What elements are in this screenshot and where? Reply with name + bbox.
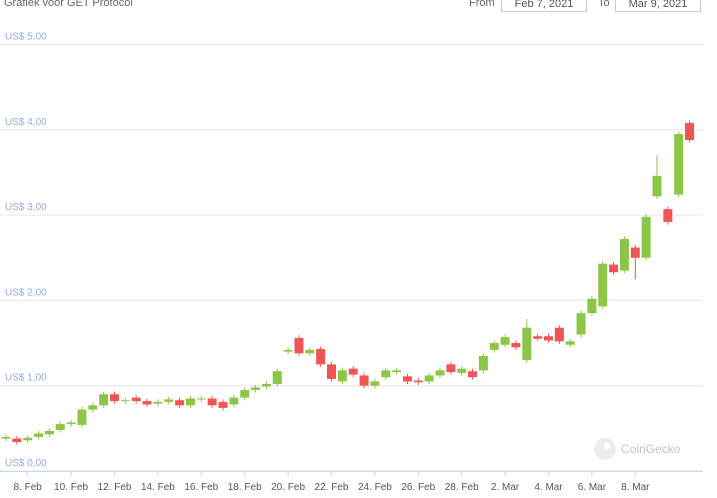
candle-body [305,349,315,354]
candle-body [370,381,380,386]
candle-body [348,368,358,375]
candle-body [131,397,141,402]
candle-body [110,394,119,402]
candle-body [196,398,206,400]
from-label: From [469,0,495,9]
grid: US$ 0,00 US$ 1,00 US$ 2,00 US$ 3,00 US$ 4,00… [0,32,703,493]
candle-body [142,401,152,405]
candle-body [435,370,445,376]
candle-body [413,380,423,383]
candle-body [229,397,239,405]
candle-body [489,343,499,350]
x-tick-label: 20. Feb [271,482,305,493]
candle-body [468,371,478,378]
candle-body [446,364,456,373]
x-tick-label: 14. Feb [141,482,175,493]
candle-body [500,337,510,345]
candle-body [522,327,532,361]
candle-body [164,399,174,402]
candle-body [77,409,87,425]
to-input[interactable]: Mar 9, 2021 [615,0,701,12]
y-tick-label: US$ 1,00 [5,373,47,384]
candle-body [533,336,543,339]
candle-body [381,370,391,378]
candle-body [576,313,586,335]
candle-body [153,401,163,404]
candle-body [99,394,109,406]
candle-body [44,430,54,435]
candle-body [218,401,228,408]
y-tick-label: US$ 3,00 [5,202,47,213]
candle-body [424,375,434,382]
chart-title: Grafiek voor GET Protocol [4,0,133,9]
candle-body [511,343,521,348]
candle-body [88,405,98,410]
candles [1,120,695,445]
candle-body [175,400,185,406]
x-tick-label: 8. Mar [621,482,650,493]
x-tick-label: 22. Feb [315,482,349,493]
candle-body [478,355,488,371]
candle-body [272,371,282,384]
candle-body [23,437,33,441]
candle-body [630,247,640,258]
x-tick-label: 6. Mar [578,482,607,493]
candle-body [587,298,597,314]
candle-body [392,370,402,373]
x-tick-label: 12. Feb [98,482,132,493]
candle-body [120,400,130,402]
x-tick-label: 16. Feb [184,482,218,493]
candle-body [261,383,271,387]
candle-body [359,375,369,386]
watermark-icon [594,438,616,460]
candle-body [641,216,651,258]
candle-body [316,349,326,365]
candle-body [565,341,575,345]
candle-body [12,438,22,442]
watermark-text: CoinGecko [621,442,681,456]
candle-body [294,337,304,354]
candle-body [337,370,347,382]
y-tick-label: US$ 4,00 [5,117,47,128]
candle-body [207,398,217,406]
candle-body [685,122,695,141]
watermark-icon-eye [604,443,610,449]
candle-body [402,376,412,382]
candle-body [66,422,76,425]
from-input[interactable]: Feb 7, 2021 [501,0,587,12]
candle-body [598,263,608,307]
x-tick-label: 10. Feb [54,482,88,493]
y-tick-label: US$ 0,00 [5,458,47,469]
watermark: CoinGecko [594,438,681,460]
candle-body [544,336,553,341]
candle-body [619,238,629,271]
candle-body [283,349,293,352]
candle-body [55,424,65,431]
candle-body [652,175,662,197]
x-tick-label: 18. Feb [228,482,262,493]
x-tick-label: 26. Feb [401,482,435,493]
y-tick-label: US$ 2,00 [5,287,47,298]
candle-body [554,327,564,342]
candle-body [663,209,673,222]
x-tick-label: 8. Feb [14,482,43,493]
x-tick-label: 24. Feb [358,482,392,493]
candle-body [609,264,619,273]
to-label: To [598,0,610,9]
x-tick-label: 2. Mar [491,482,520,493]
candle-body [240,389,250,398]
candle-body [1,436,11,439]
x-tick-label: 4. Mar [534,482,563,493]
y-tick-label: US$ 5,00 [5,32,47,43]
candle-body [251,387,261,390]
candle-body [185,398,195,406]
candle-body [327,364,336,379]
x-tick-label: 28. Feb [445,482,479,493]
candle-body [674,134,684,195]
candle-body [34,433,44,437]
candle-body [457,368,467,373]
